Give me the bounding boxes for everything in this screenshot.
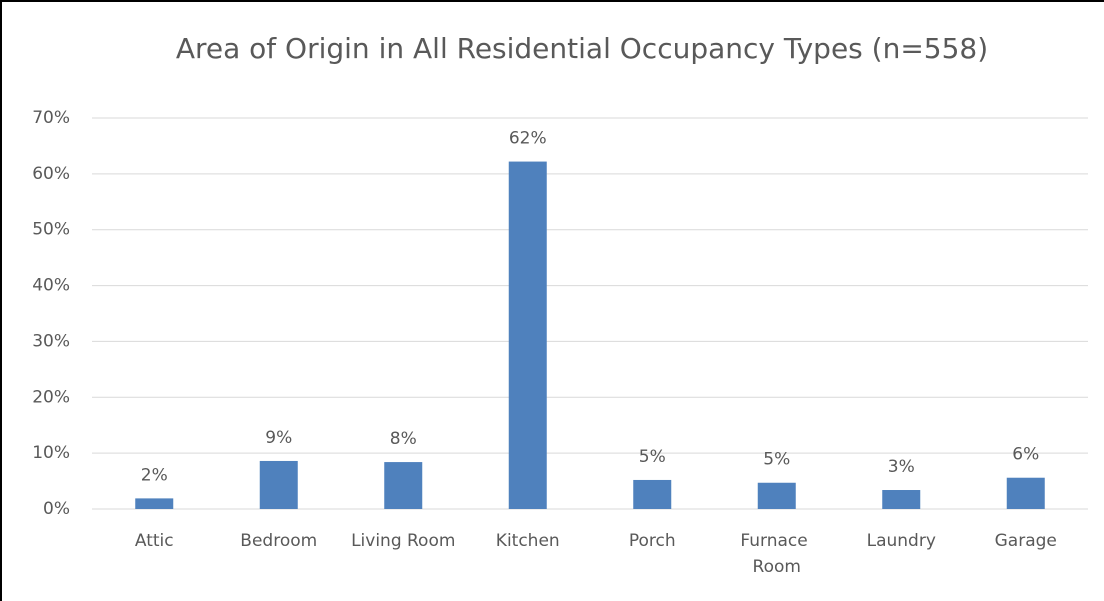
data-label: 3% [888, 457, 915, 477]
x-tick-label: Furnace Room [740, 531, 813, 577]
y-tick-label: 10% [32, 443, 70, 463]
data-label: 5% [639, 447, 666, 467]
x-tick-label: Laundry [867, 531, 936, 551]
data-label: 5% [763, 450, 790, 470]
y-tick-label: 50% [32, 220, 70, 240]
y-tick-label: 60% [32, 164, 70, 184]
data-label: 2% [141, 465, 168, 485]
data-label: 8% [390, 429, 417, 449]
x-tick-label: Garage [995, 531, 1057, 551]
data-label: 9% [265, 428, 292, 448]
x-tick-label: Kitchen [496, 531, 560, 551]
bar [384, 462, 423, 509]
bar [882, 490, 921, 509]
y-tick-label: 70% [32, 108, 70, 128]
bar [1006, 477, 1045, 509]
bar [757, 482, 796, 509]
bar [135, 498, 174, 509]
x-tick-label: Living Room [351, 531, 455, 551]
x-tick-label: Attic [135, 531, 174, 551]
data-label: 6% [1012, 445, 1039, 465]
x-tick-label: Porch [629, 531, 676, 551]
bar [259, 460, 298, 509]
x-tick-label: Bedroom [240, 531, 317, 551]
bar [633, 479, 672, 509]
y-tick-label: 30% [32, 331, 70, 351]
bar [508, 161, 547, 509]
y-tick-label: 0% [43, 499, 70, 519]
y-tick-label: 40% [32, 276, 70, 296]
data-label: 62% [509, 129, 547, 149]
y-tick-label: 20% [32, 387, 70, 407]
chart-title: Area of Origin in All Residential Occupa… [176, 32, 988, 65]
